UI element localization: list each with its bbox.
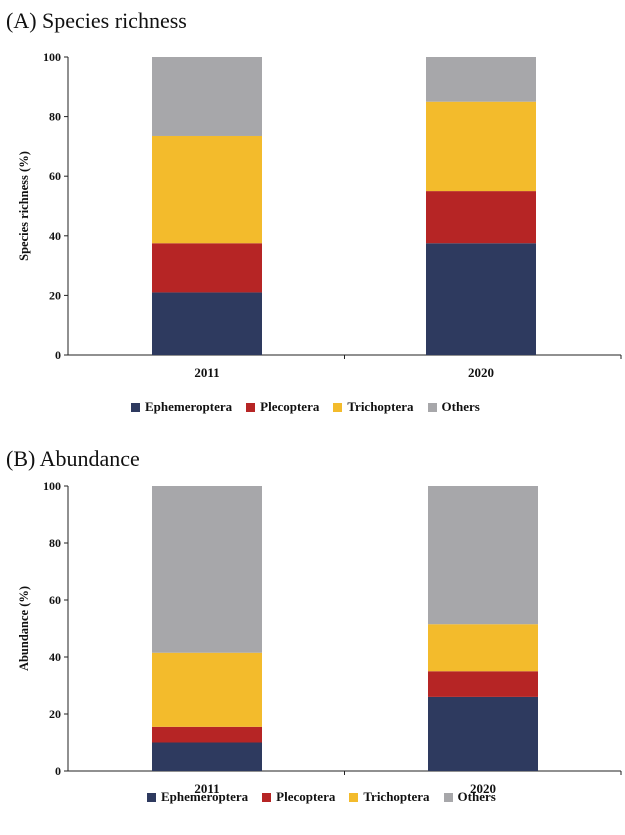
y-tick-label: 100: [43, 50, 61, 64]
y-tick-label: 0: [55, 764, 61, 778]
bar-segment-plecoptera-2020: [428, 671, 538, 697]
legend-item-trichoptera: Trichoptera: [349, 789, 430, 805]
legend-label: Ephemeroptera: [145, 399, 233, 414]
legend-item-plecoptera: Plecoptera: [262, 789, 335, 805]
bar-segment-trichoptera-2020: [428, 624, 538, 672]
bar-segment-others-2020: [428, 486, 538, 625]
category-label: 2011: [194, 365, 219, 380]
legend-swatch: [333, 402, 343, 412]
bar-segment-plecoptera-2011: [152, 243, 262, 293]
legend-item-others: Others: [443, 789, 496, 805]
bar-segment-others-2020: [426, 57, 536, 102]
category-label: 2011: [194, 781, 219, 796]
legend-label: Trichoptera: [363, 789, 430, 804]
legend-label: Plecoptera: [260, 399, 320, 414]
abundance-chart: 0 20 40 60 80 100 2011 2020 Abundance (%): [17, 479, 622, 796]
legend-swatch: [443, 792, 453, 802]
bar-segment-trichoptera-2011: [152, 135, 262, 244]
bar-segment-ephemeroptera-2011: [152, 742, 262, 771]
legend-item-ephemeroptera: Ephemeroptera: [131, 399, 232, 415]
y-axis-label: Abundance (%): [17, 586, 31, 671]
chart-title: (A) Species richness: [6, 8, 187, 33]
y-tick-label: 20: [49, 288, 61, 302]
bar-segment-trichoptera-2020: [426, 101, 536, 192]
legend-item-others: Others: [427, 399, 480, 415]
bar-segment-trichoptera-2011: [152, 652, 262, 727]
y-tick-label: 60: [49, 593, 61, 607]
category-label: 2020: [470, 781, 496, 796]
legend-item-trichoptera: Trichoptera: [333, 399, 414, 415]
panel-abundance: (B) Abundance 0 20 40 60 80 100 2011 2020 Abunda…: [0, 420, 625, 827]
y-tick-label: 100: [43, 479, 61, 493]
y-tick-label: 40: [49, 650, 61, 664]
bar-segment-plecoptera-2011: [152, 726, 262, 743]
y-tick-label: 80: [49, 536, 61, 550]
legend-swatch: [147, 792, 156, 802]
bar-segment-others-2011: [152, 486, 262, 653]
y-tick-label: 20: [49, 707, 61, 721]
bar-segment-ephemeroptera-2020: [426, 243, 536, 355]
legend: Ephemeroptera Plecoptera Trichoptera Others: [131, 399, 480, 415]
legend-item-plecoptera: Plecoptera: [246, 399, 319, 415]
y-tick-label: 0: [55, 348, 61, 362]
species-richness-chart: 0 20 40 60 80 100 2011 2020 Species richness (%): [17, 50, 622, 380]
legend-label: Plecoptera: [276, 789, 336, 804]
y-tick-label: 40: [49, 229, 61, 243]
legend-label: Trichoptera: [347, 399, 414, 414]
category-label: 2020: [468, 365, 494, 380]
legend-label: Others: [441, 399, 480, 414]
legend-swatch: [262, 792, 272, 802]
legend-swatch: [427, 402, 437, 412]
bar-segment-ephemeroptera-2011: [152, 292, 262, 355]
panel-species-richness: (A) Species richness 0 20 40 60 80 100 2011 202…: [6, 8, 622, 415]
y-tick-label: 80: [49, 110, 61, 124]
bar-segment-plecoptera-2020: [426, 191, 536, 244]
legend-swatch: [131, 402, 140, 412]
legend-swatch: [246, 402, 256, 412]
legend-label: Ephemeroptera: [161, 789, 249, 804]
legend-item-ephemeroptera: Ephemeroptera: [147, 789, 248, 805]
y-tick-label: 60: [49, 169, 61, 183]
legend-swatch: [349, 792, 359, 802]
legend-label: Others: [457, 789, 496, 804]
chart-title: (B) Abundance: [6, 446, 140, 471]
legend: Ephemeroptera Plecoptera Trichoptera Others: [147, 789, 496, 805]
y-axis-label: Species richness (%): [17, 151, 31, 261]
bar-segment-others-2011: [152, 57, 262, 136]
bar-segment-ephemeroptera-2020: [428, 696, 538, 771]
